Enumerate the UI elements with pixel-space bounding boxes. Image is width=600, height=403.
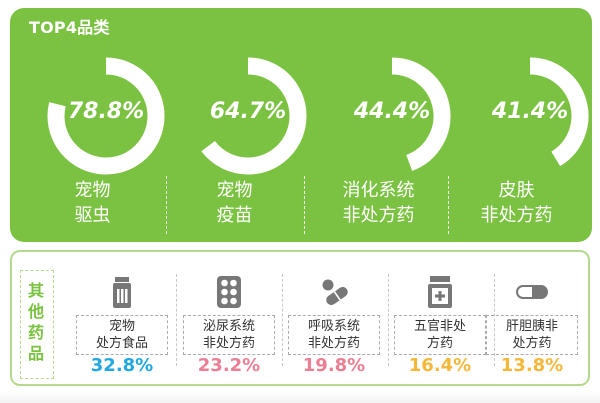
top-category-label-1-line2: 驱虫 — [74, 205, 111, 226]
ring-arc-1 — [47, 57, 165, 175]
other-item-label-1: 宠物 处方食品 — [72, 318, 172, 352]
other-item-label-3-line1: 呼吸系统 — [307, 319, 360, 334]
other-item-label-frame-4 — [394, 315, 486, 355]
top-category-2: 64.7% 宠物 疫苗 — [157, 8, 307, 242]
other-item-label-3: 呼吸系统 非处方药 — [284, 318, 384, 352]
top-category-label-3-line2: 非处方药 — [342, 205, 415, 226]
other-item-percent-3: 19.8% — [302, 355, 366, 376]
other-item-label-frame-5 — [486, 315, 578, 355]
top-category-label-4-line2: 非处方药 — [480, 205, 553, 226]
top-category-label-3-line1: 消化系统 — [342, 180, 415, 201]
top-category-label-4-line1: 皮肤 — [498, 180, 535, 201]
top-category-1: 78.8% 宠物 驱虫 — [15, 8, 165, 242]
other-divider-1 — [176, 274, 177, 366]
ring-percent-2: 64.7% — [209, 99, 287, 124]
other-medicines-title: 其 他 药 品 — [25, 280, 47, 364]
ring-arc-3 — [391, 57, 451, 171]
capsule-icon — [514, 274, 550, 310]
ring-gauge-1: 78.8% — [47, 57, 165, 175]
other-divider-3 — [388, 274, 389, 366]
top-category-label-1-line1: 宠物 — [74, 180, 111, 201]
ring-percent-3: 44.4% — [353, 99, 431, 124]
other-item-label-4-line1: 五官非处 — [413, 319, 466, 334]
other-divider-2 — [282, 274, 283, 366]
top-category-label-3: 消化系统 非处方药 — [306, 178, 451, 228]
top-divider-1 — [166, 176, 167, 234]
ring-svg-1 — [47, 57, 165, 175]
top-category-label-2-line1: 宠物 — [216, 180, 253, 201]
other-item-2: 泌尿系统 非处方药 23.2% — [175, 252, 285, 388]
other-item-label-5-line2: 处方药 — [512, 336, 552, 351]
ring-gauge-4: 41.4% — [471, 57, 589, 175]
other-item-label-frame-1 — [76, 315, 168, 355]
other-item-percent-2: 23.2% — [197, 355, 261, 376]
other-item-label-5-line1: 肝胆胰非 — [505, 319, 558, 334]
top-category-4: 41.4% 皮肤 非处方药 — [439, 8, 589, 242]
other-item-5: 肝胆胰非 处方药 13.8% — [478, 252, 588, 388]
other-title-char-2: 他 — [27, 302, 44, 321]
medicine-bottle-icon — [104, 274, 140, 310]
pill-blister-pack-icon — [211, 274, 247, 310]
other-item-3: 呼吸系统 非处方药 19.8% — [280, 252, 390, 388]
top-category-label-2: 宠物 疫苗 — [162, 178, 307, 228]
pills-icon — [316, 274, 352, 310]
other-title-frame — [20, 270, 54, 379]
ring-percent-1: 78.8% — [67, 99, 145, 124]
other-item-label-3-line2: 非处方药 — [307, 336, 360, 351]
other-divider-4 — [494, 274, 495, 366]
other-item-label-4: 五官非处 方药 — [390, 318, 490, 352]
other-item-label-4-line2: 方药 — [426, 336, 453, 351]
ring-gauge-3: 44.4% — [333, 57, 451, 175]
medicine-jar-icon — [422, 274, 458, 310]
other-item-label-frame-2 — [183, 315, 275, 355]
top-divider-2 — [304, 176, 305, 234]
other-item-percent-1: 32.8% — [90, 355, 154, 376]
other-title-char-1: 其 — [27, 281, 44, 300]
other-item-label-2-line2: 非处方药 — [202, 336, 255, 351]
ring-svg-4 — [529, 57, 589, 167]
other-title-char-4: 品 — [27, 344, 44, 363]
top-category-label-2-line2: 疫苗 — [216, 205, 253, 226]
ring-percent-4: 41.4% — [491, 99, 569, 124]
ring-svg-2 — [201, 57, 307, 175]
ring-svg-3 — [391, 57, 451, 171]
other-item-label-1-line1: 宠物 — [108, 319, 135, 334]
ring-arc-4 — [529, 57, 589, 167]
top-category-label-4: 皮肤 非处方药 — [444, 178, 589, 228]
ring-arc-2 — [201, 57, 307, 175]
other-item-label-2: 泌尿系统 非处方药 — [179, 318, 279, 352]
top-category-3: 44.4% 消化系统 非处方药 — [301, 8, 451, 242]
top-category-label-1: 宠物 驱虫 — [20, 178, 165, 228]
other-item-label-2-line1: 泌尿系统 — [202, 319, 255, 334]
other-item-4: 五官非处 方药 16.4% — [386, 252, 496, 388]
bottom-edge-shade — [0, 391, 600, 403]
ring-gauge-2: 64.7% — [189, 57, 307, 175]
other-item-percent-4: 16.4% — [408, 355, 472, 376]
other-item-percent-5: 13.8% — [500, 355, 564, 376]
other-item-label-5: 肝胆胰非 处方药 — [482, 318, 582, 352]
other-title-char-3: 药 — [27, 323, 44, 342]
top4-title: TOP4品类 — [29, 18, 110, 37]
top4-panel: TOP4品类 78.8% 宠物 驱虫 64.7% 宠物 疫苗 44.4% 消化系… — [10, 8, 592, 242]
other-item-label-frame-3 — [288, 315, 380, 355]
other-item-label-1-line2: 处方食品 — [95, 336, 148, 351]
other-medicines-panel: 其 他 药 品 宠物 处方食品 32.8% — [10, 250, 590, 386]
top-divider-3 — [448, 176, 449, 234]
other-item-1: 宠物 处方食品 32.8% — [68, 252, 178, 388]
